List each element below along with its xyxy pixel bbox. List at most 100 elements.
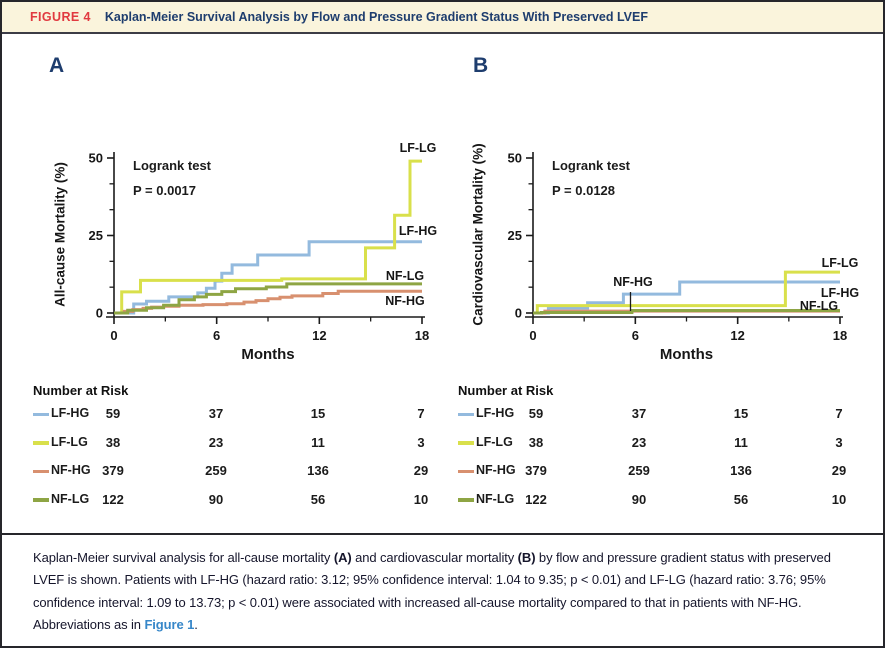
series-nf-lg-label: NF-LG (386, 269, 424, 283)
risk-value: 15 (733, 406, 749, 421)
figure-number-label: FIGURE 4 (30, 10, 91, 24)
panel-b-plot: 0 25 50 0 6 12 18 Months LF-HG LF-LG NF-HG NF-LG (508, 151, 860, 364)
y-tick-label: 50 (89, 151, 103, 166)
caption-text-segment: and cardiovascular mortality (351, 550, 518, 565)
series-lf-lg-curve (533, 270, 840, 315)
logrank-test-line: Logrank test (133, 158, 212, 173)
caption-text-segment: (B) (517, 550, 536, 565)
risk-value: 3 (417, 434, 425, 450)
series-lf-lg-label: LF-LG (822, 256, 859, 270)
risk-row-label: LF-LG (476, 434, 513, 449)
risk-row-label: NF-HG (476, 463, 516, 477)
x-axis-title: Months (660, 346, 713, 363)
series-lf-hg-curve (114, 240, 422, 315)
series-lf-hg-curve (533, 280, 840, 315)
risk-row-label: NF-LG (476, 491, 515, 506)
risk-value: 259 (205, 463, 227, 478)
x-tick-label: 0 (110, 328, 117, 343)
panel-b-ylabel: Cardiovascular Mortality (%) (470, 143, 486, 326)
x-tick-label: 18 (415, 328, 429, 343)
risk-value: 56 (310, 491, 326, 507)
series-nf-hg-label: NF-HG (613, 275, 653, 289)
risk-value: 259 (628, 463, 650, 478)
series-nf-hg-label: NF-HG (385, 294, 425, 308)
series-nf-lg-curve (533, 309, 840, 315)
series-lf-hg-label: LF-HG (821, 286, 859, 300)
logrank-test-line: Logrank test (552, 158, 631, 173)
risk-value: 3 (835, 434, 843, 450)
risk-value: 56 (733, 491, 749, 507)
series-nf-lg-label: NF-LG (800, 299, 838, 313)
risk-value: 11 (311, 434, 325, 450)
risk-value: 136 (730, 463, 752, 478)
figure-caption: Kaplan-Meier survival analysis for all-c… (2, 533, 883, 646)
y-tick-label: 25 (508, 228, 522, 243)
risk-value: 10 (831, 491, 847, 507)
lf-hg-legend-swatch (33, 412, 49, 416)
series-nf-lg-curve (114, 282, 422, 315)
lf-lg-legend-swatch (33, 441, 49, 445)
risk-value: 90 (208, 491, 224, 507)
km-survival-charts: 0 25 50 0 6 12 18 Months LF-HG LF-LG NF-HG NF-LG 0 25… (89, 141, 860, 364)
risk-row-label: LF-LG (51, 434, 88, 449)
panel-b-logrank-annotation: Logrank test P = 0.0128 (552, 153, 630, 203)
panel-a-plot: 0 25 50 0 6 12 18 Months LF-HG LF-LG NF-HG NF-LG (89, 141, 438, 363)
risk-value: 379 (525, 463, 547, 478)
nf-lg-legend-swatch (33, 498, 49, 502)
x-tick-label: 0 (529, 328, 536, 343)
lf-lg-legend-swatch (458, 441, 474, 445)
risk-row-label: NF-LG (51, 491, 90, 506)
panel-a-logrank-annotation: Logrank test P = 0.0017 (133, 153, 211, 203)
nf-hg-legend-swatch (33, 469, 49, 473)
caption-text-segment: (A) (333, 550, 352, 565)
risk-value: 38 (528, 434, 544, 450)
panel-a-ylabel: All-cause Mortality (%) (52, 162, 68, 307)
risk-table-header: Number at Risk (458, 383, 554, 398)
x-tick-label: 18 (833, 328, 847, 343)
series-lf-lg-curve (114, 159, 422, 315)
risk-value: 122 (102, 491, 124, 507)
panel-a-letter: A (49, 54, 65, 77)
panel-b-letter: B (473, 54, 489, 77)
y-tick-label: 25 (89, 228, 103, 243)
axis-lines (106, 152, 425, 318)
nf-hg-legend-swatch (458, 469, 474, 473)
risk-value: 23 (631, 434, 647, 450)
x-tick-label: 12 (312, 328, 326, 343)
risk-value: 11 (734, 434, 748, 450)
risk-value: 90 (631, 491, 647, 507)
figure-title: Kaplan-Meier Survival Analysis by Flow a… (104, 10, 648, 24)
logrank-p-value: P = 0.0128 (552, 183, 616, 198)
risk-value: 38 (105, 434, 121, 450)
x-tick-label: 12 (730, 328, 744, 343)
y-tick-label: 0 (96, 306, 103, 321)
risk-value: 59 (105, 406, 121, 421)
risk-value: 136 (307, 463, 329, 478)
caption-text-segment: by flow and pressure gradient status wit… (33, 550, 831, 633)
nf-lg-legend-swatch (458, 498, 474, 502)
risk-value: 122 (525, 491, 547, 507)
risk-value: 29 (831, 463, 847, 478)
logrank-p-value: P = 0.0017 (133, 183, 197, 198)
figure-1-link[interactable]: Figure 1 (144, 617, 195, 633)
risk-value: 37 (631, 406, 647, 421)
risk-value: 7 (835, 406, 843, 421)
risk-value: 379 (102, 463, 124, 478)
series-lf-hg-label: LF-HG (399, 224, 437, 238)
risk-value: 23 (208, 434, 224, 450)
x-tick-label: 6 (213, 328, 220, 343)
x-axis-title: Months (241, 346, 294, 363)
risk-value: 37 (208, 406, 224, 421)
risk-row-label: LF-HG (51, 406, 90, 420)
caption-text-segment: Kaplan-Meier survival analysis for all-c… (33, 550, 334, 565)
caption-text-segment: . (194, 617, 198, 633)
lf-hg-legend-swatch (458, 412, 474, 416)
risk-row-label: LF-HG (476, 406, 515, 420)
series-lf-lg-label: LF-LG (400, 141, 437, 155)
risk-table-header: Number at Risk (33, 383, 129, 398)
y-tick-label: 50 (508, 151, 522, 166)
risk-value: 59 (528, 406, 544, 421)
risk-value: 10 (413, 491, 429, 507)
y-tick-label: 0 (515, 306, 522, 321)
